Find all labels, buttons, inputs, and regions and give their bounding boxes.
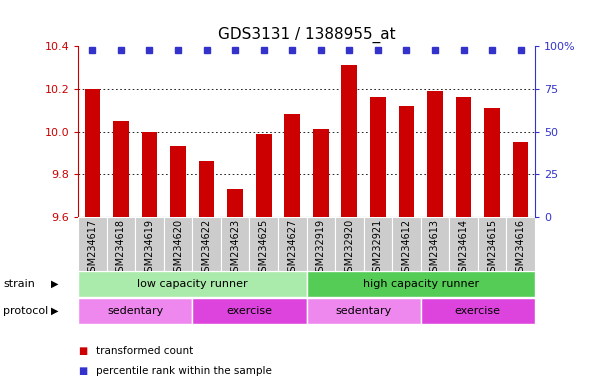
Bar bbox=[78, 271, 307, 297]
Bar bbox=[484, 108, 500, 217]
Bar bbox=[341, 65, 357, 217]
Bar bbox=[398, 106, 414, 217]
Bar bbox=[135, 217, 163, 271]
Text: GSM234618: GSM234618 bbox=[116, 219, 126, 278]
Text: exercise: exercise bbox=[455, 306, 501, 316]
Bar bbox=[78, 217, 107, 271]
Text: GSM232921: GSM232921 bbox=[373, 219, 383, 278]
Bar bbox=[192, 217, 221, 271]
Bar bbox=[364, 217, 392, 271]
Bar bbox=[335, 217, 364, 271]
Title: GDS3131 / 1388955_at: GDS3131 / 1388955_at bbox=[218, 27, 395, 43]
Bar bbox=[450, 217, 478, 271]
Text: GSM234625: GSM234625 bbox=[258, 219, 269, 278]
Bar bbox=[163, 217, 192, 271]
Bar bbox=[307, 271, 535, 297]
Text: GSM234613: GSM234613 bbox=[430, 219, 440, 278]
Text: low capacity runner: low capacity runner bbox=[137, 279, 248, 289]
Text: GSM234620: GSM234620 bbox=[173, 219, 183, 278]
Text: GSM234614: GSM234614 bbox=[459, 219, 469, 278]
Bar bbox=[313, 129, 329, 217]
Bar bbox=[478, 217, 506, 271]
Text: GSM232920: GSM232920 bbox=[344, 219, 355, 278]
Bar bbox=[307, 217, 335, 271]
Text: high capacity runner: high capacity runner bbox=[362, 279, 479, 289]
Bar bbox=[421, 217, 450, 271]
Text: GSM234622: GSM234622 bbox=[201, 219, 212, 278]
Text: ▶: ▶ bbox=[51, 306, 58, 316]
Text: ▶: ▶ bbox=[51, 279, 58, 289]
Bar bbox=[221, 217, 249, 271]
Bar bbox=[513, 142, 528, 217]
Bar bbox=[421, 298, 535, 324]
Bar bbox=[170, 146, 186, 217]
Text: GSM232919: GSM232919 bbox=[316, 219, 326, 278]
Text: protocol: protocol bbox=[3, 306, 48, 316]
Text: GSM234615: GSM234615 bbox=[487, 219, 497, 278]
Text: exercise: exercise bbox=[227, 306, 272, 316]
Text: percentile rank within the sample: percentile rank within the sample bbox=[96, 366, 272, 376]
Text: transformed count: transformed count bbox=[96, 346, 194, 356]
Text: GSM234623: GSM234623 bbox=[230, 219, 240, 278]
Bar bbox=[227, 189, 243, 217]
Bar bbox=[307, 298, 421, 324]
Bar bbox=[506, 217, 535, 271]
Bar bbox=[113, 121, 129, 217]
Text: GSM234617: GSM234617 bbox=[87, 219, 97, 278]
Bar bbox=[256, 134, 272, 217]
Bar bbox=[78, 298, 192, 324]
Text: strain: strain bbox=[3, 279, 35, 289]
Bar bbox=[370, 98, 386, 217]
Bar bbox=[199, 161, 215, 217]
Bar bbox=[284, 114, 300, 217]
Bar bbox=[249, 217, 278, 271]
Bar bbox=[278, 217, 307, 271]
Bar bbox=[427, 91, 443, 217]
Bar bbox=[85, 89, 100, 217]
Bar bbox=[392, 217, 421, 271]
Text: GSM234627: GSM234627 bbox=[287, 219, 297, 278]
Text: GSM234619: GSM234619 bbox=[144, 219, 154, 278]
Bar bbox=[107, 217, 135, 271]
Text: GSM234616: GSM234616 bbox=[516, 219, 526, 278]
Bar bbox=[142, 131, 157, 217]
Text: sedentary: sedentary bbox=[107, 306, 163, 316]
Bar bbox=[456, 98, 471, 217]
Bar bbox=[192, 298, 307, 324]
Text: sedentary: sedentary bbox=[335, 306, 392, 316]
Text: GSM234612: GSM234612 bbox=[401, 219, 412, 278]
Text: ■: ■ bbox=[78, 346, 87, 356]
Text: ■: ■ bbox=[78, 366, 87, 376]
